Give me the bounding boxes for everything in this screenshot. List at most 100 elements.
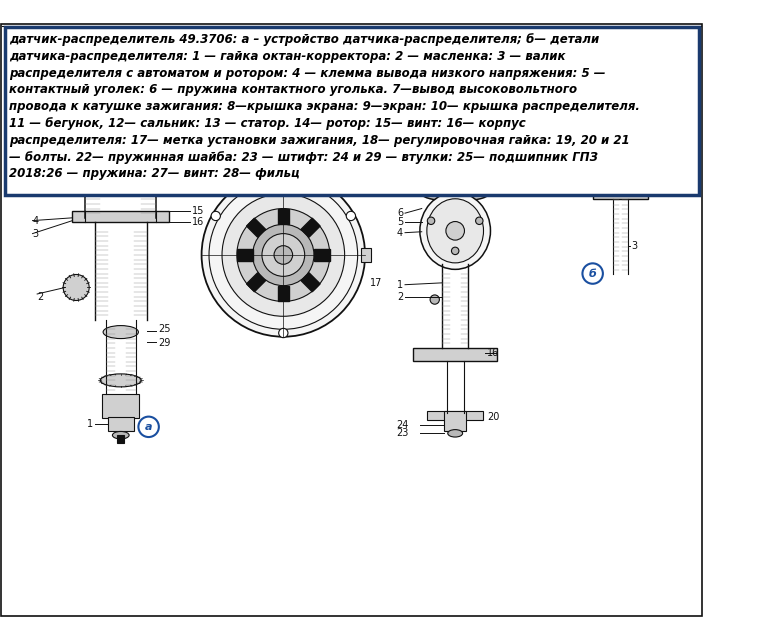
- Polygon shape: [76, 88, 165, 93]
- Circle shape: [222, 194, 344, 316]
- FancyBboxPatch shape: [361, 248, 371, 262]
- Ellipse shape: [112, 431, 129, 439]
- Polygon shape: [278, 209, 289, 224]
- Polygon shape: [431, 162, 479, 195]
- Circle shape: [468, 184, 475, 192]
- FancyBboxPatch shape: [630, 85, 637, 90]
- Text: 20: 20: [488, 412, 500, 422]
- Text: 19: 19: [487, 167, 499, 177]
- Text: датчик-распределитель 49.3706: а – устройство датчика-распределителя; б— детали
: датчик-распределитель 49.3706: а – устро…: [9, 33, 640, 180]
- Circle shape: [463, 108, 470, 115]
- Ellipse shape: [427, 199, 484, 263]
- Polygon shape: [613, 199, 628, 273]
- FancyBboxPatch shape: [427, 411, 483, 420]
- Ellipse shape: [101, 374, 142, 387]
- Text: 3: 3: [631, 241, 638, 251]
- FancyBboxPatch shape: [459, 166, 467, 180]
- Circle shape: [451, 108, 459, 115]
- Circle shape: [262, 234, 304, 276]
- Polygon shape: [442, 264, 468, 348]
- FancyBboxPatch shape: [279, 150, 282, 155]
- Text: б: б: [589, 269, 597, 278]
- Text: 9: 9: [192, 92, 198, 102]
- Polygon shape: [314, 250, 330, 260]
- FancyBboxPatch shape: [432, 99, 478, 122]
- Text: 7: 7: [33, 140, 39, 150]
- Polygon shape: [247, 273, 266, 292]
- Polygon shape: [247, 218, 266, 237]
- Text: 3: 3: [33, 228, 39, 239]
- Polygon shape: [416, 90, 494, 94]
- Text: 5: 5: [33, 164, 39, 175]
- FancyBboxPatch shape: [102, 394, 139, 417]
- Circle shape: [451, 247, 459, 255]
- Text: 5: 5: [397, 218, 403, 227]
- Circle shape: [615, 48, 626, 59]
- FancyBboxPatch shape: [1, 24, 702, 616]
- Text: 8: 8: [503, 83, 509, 93]
- Text: 23: 23: [397, 428, 409, 438]
- FancyBboxPatch shape: [288, 150, 291, 155]
- FancyBboxPatch shape: [274, 143, 293, 150]
- Ellipse shape: [617, 100, 625, 104]
- Polygon shape: [106, 320, 136, 394]
- Ellipse shape: [593, 173, 649, 188]
- Text: 2: 2: [397, 292, 403, 302]
- Circle shape: [405, 134, 424, 153]
- Circle shape: [279, 328, 288, 338]
- Ellipse shape: [617, 90, 625, 93]
- FancyBboxPatch shape: [116, 43, 126, 49]
- Text: 22: 22: [487, 183, 500, 193]
- Text: 8: 8: [173, 36, 180, 46]
- Text: 7: 7: [380, 138, 386, 148]
- Circle shape: [201, 173, 365, 337]
- Polygon shape: [447, 361, 463, 413]
- FancyBboxPatch shape: [293, 150, 295, 155]
- Circle shape: [446, 221, 465, 240]
- FancyBboxPatch shape: [446, 77, 465, 88]
- FancyBboxPatch shape: [269, 150, 273, 155]
- Text: 6: 6: [397, 208, 403, 218]
- Text: 11: 11: [192, 131, 204, 141]
- FancyBboxPatch shape: [593, 188, 649, 199]
- Circle shape: [430, 295, 439, 304]
- Text: 1: 1: [87, 419, 93, 429]
- Circle shape: [63, 275, 89, 301]
- Circle shape: [597, 177, 604, 184]
- Ellipse shape: [103, 326, 139, 339]
- Text: 4: 4: [33, 216, 39, 226]
- Circle shape: [441, 108, 447, 115]
- Text: 28: 28: [639, 49, 652, 58]
- Polygon shape: [301, 218, 320, 237]
- Circle shape: [582, 263, 603, 284]
- Polygon shape: [237, 250, 253, 260]
- Text: 25: 25: [158, 324, 170, 334]
- FancyBboxPatch shape: [431, 94, 479, 162]
- Circle shape: [611, 143, 630, 162]
- Ellipse shape: [447, 429, 463, 437]
- Text: 24: 24: [397, 420, 409, 430]
- Text: 14: 14: [192, 179, 204, 188]
- FancyBboxPatch shape: [413, 348, 497, 361]
- FancyBboxPatch shape: [73, 168, 83, 175]
- Text: а: а: [145, 422, 152, 432]
- Circle shape: [346, 211, 356, 221]
- Text: 10: 10: [487, 111, 499, 120]
- Polygon shape: [81, 51, 160, 69]
- FancyBboxPatch shape: [107, 417, 134, 431]
- Circle shape: [237, 209, 330, 301]
- Circle shape: [637, 177, 645, 184]
- Circle shape: [475, 217, 483, 225]
- Circle shape: [419, 87, 426, 94]
- FancyBboxPatch shape: [73, 211, 169, 223]
- Ellipse shape: [617, 84, 625, 88]
- Text: 15: 15: [643, 92, 656, 102]
- Circle shape: [484, 87, 491, 94]
- Text: 13: 13: [192, 163, 204, 173]
- FancyBboxPatch shape: [73, 156, 83, 163]
- Ellipse shape: [616, 78, 625, 83]
- Ellipse shape: [617, 106, 625, 110]
- Text: 29: 29: [158, 338, 170, 348]
- Polygon shape: [278, 285, 289, 301]
- Text: 13: 13: [656, 138, 668, 148]
